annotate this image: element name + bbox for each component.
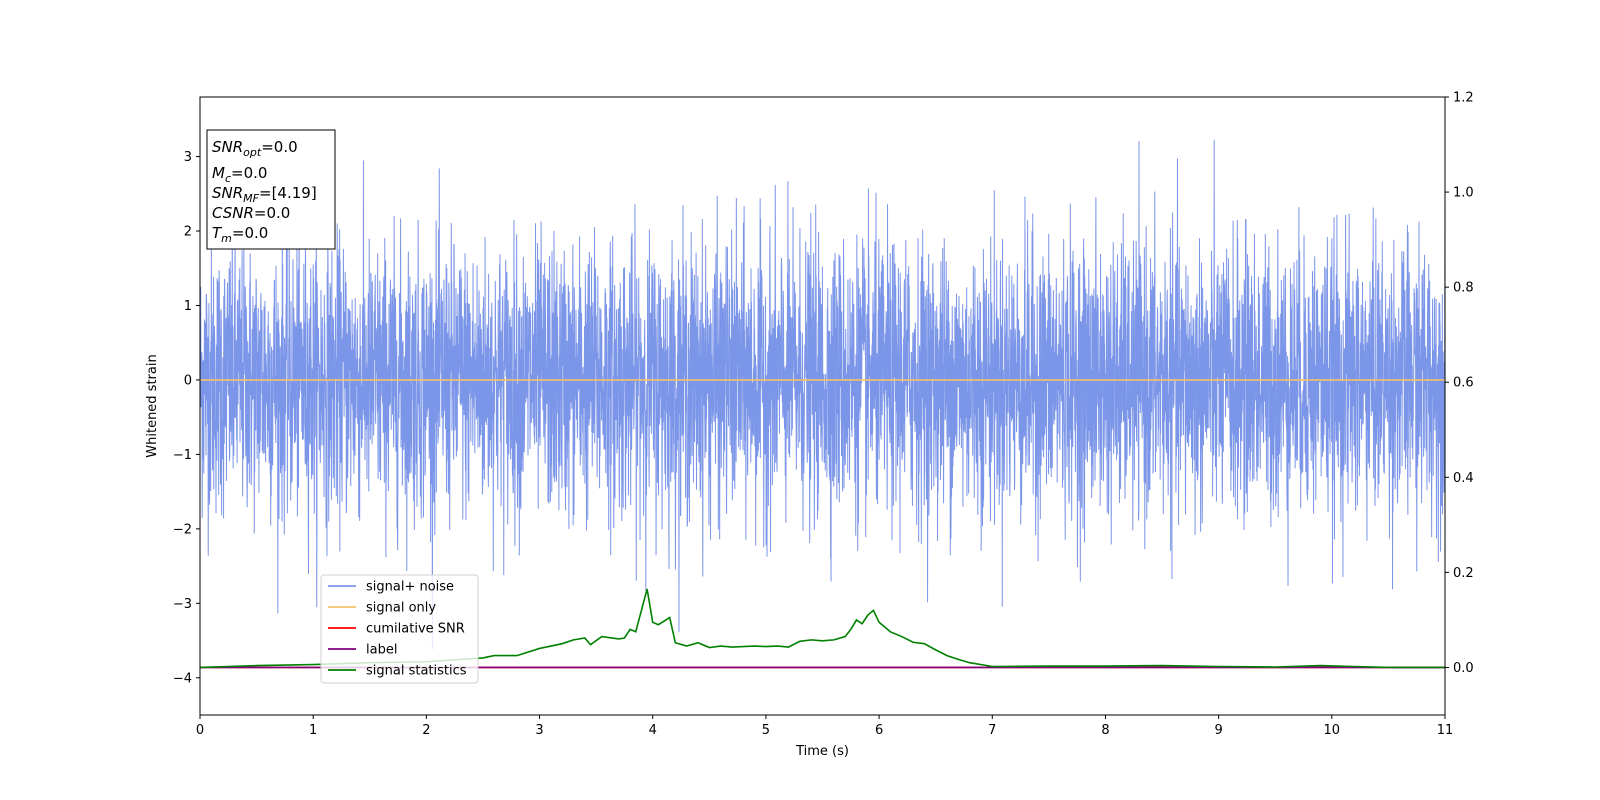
legend-label: signal statistics (366, 664, 467, 679)
y-tick-label: −2 (173, 522, 192, 537)
x-tick-label: 3 (535, 723, 543, 738)
annotation-line: Tm=0.0 (212, 224, 268, 245)
legend-frame (320, 574, 479, 684)
x-tick-label: 1 (309, 723, 317, 738)
legend-label: label (366, 643, 397, 658)
x-tick-label: 9 (1214, 723, 1222, 738)
x-tick-label: 4 (649, 723, 657, 738)
y2-tick-label: 0.0 (1453, 661, 1474, 676)
annotation-line: Mc=0.0 (212, 164, 267, 185)
y2-tick-label: 0.8 (1453, 281, 1474, 296)
signal-noise-series (200, 139, 1445, 650)
x-axis-label: Time (s) (795, 744, 849, 759)
y2-tick-label: 1.0 (1453, 186, 1474, 201)
y-tick-label: −1 (173, 448, 192, 463)
y-tick-label: 2 (184, 225, 192, 240)
x-tick-label: 8 (1101, 723, 1109, 738)
x-tick-label: 7 (988, 723, 996, 738)
x-tick-label: 11 (1437, 723, 1454, 738)
legend-label: signal only (366, 601, 436, 616)
y2-tick-label: 0.6 (1453, 376, 1474, 391)
legend-label: signal+ noise (366, 580, 454, 595)
y2-tick-label: 1.2 (1453, 91, 1474, 106)
annotation-line: SNRopt=0.0 (212, 138, 298, 159)
x-tick-label: 0 (196, 723, 204, 738)
x-tick-label: 6 (875, 723, 883, 738)
y-tick-label: 1 (184, 299, 192, 314)
annotation-frame (206, 129, 336, 250)
annotation-line: SNRMF=[4.19] (212, 184, 317, 205)
x-tick-label: 5 (762, 723, 770, 738)
y-tick-label: −3 (173, 597, 192, 612)
y-axis-right: 0.0 0.2 0.4 0.6 0.8 1.0 1.2 (1445, 91, 1474, 676)
y-tick-label: 0 (184, 373, 192, 388)
y-tick-label: 3 (184, 150, 192, 165)
annotation-line: CSNR=0.0 (212, 204, 290, 222)
plot-frame (199, 96, 1446, 716)
x-axis: 0 1 2 3 4 5 6 7 8 9 10 11 (196, 715, 1453, 738)
y-axis-left: −4 −3 −2 −1 0 1 2 3 (173, 150, 200, 686)
y-axis-label: Whitened strain (145, 354, 160, 457)
x-tick-label: 2 (422, 723, 430, 738)
legend: signal+ noise signal only cumilative SNR la… (320, 574, 479, 684)
y2-tick-label: 0.2 (1453, 566, 1474, 581)
y-tick-label: −4 (173, 671, 192, 686)
x-tick-label: 10 (1324, 723, 1341, 738)
y2-tick-label: 0.4 (1453, 471, 1474, 486)
series-line-signal-noise (200, 139, 1445, 650)
series-line-4 (200, 588, 1445, 669)
legend-label: cumilative SNR (366, 622, 465, 637)
